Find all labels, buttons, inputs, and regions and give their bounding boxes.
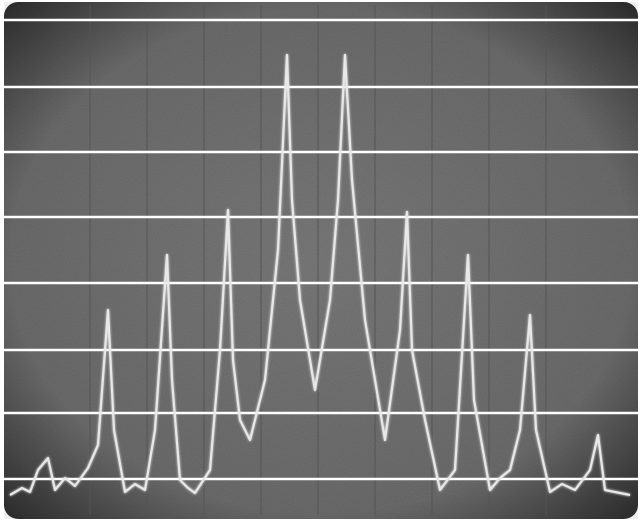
- screen: [4, 2, 638, 519]
- vertical-grid: [89, 5, 547, 515]
- signal-trace: [9, 53, 631, 497]
- horizontal-lines: [4, 18, 638, 481]
